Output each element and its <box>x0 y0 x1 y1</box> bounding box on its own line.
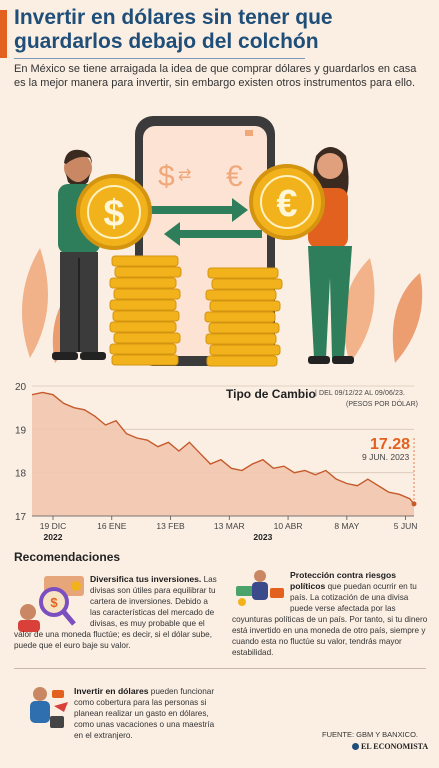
exchange-rate-chart: 20 19 18 17 19 DIC 16 ENE 13 FEB 13 MAR 10 ABR 8 … <box>15 382 418 542</box>
coin-stacks-icon <box>109 255 283 367</box>
recommendations-heading: Recomendaciones <box>14 550 121 564</box>
x-tick-label: 10 ABR <box>274 521 303 531</box>
dollar-coin-icon: $ <box>76 174 152 250</box>
series-area <box>32 392 414 516</box>
exchange-arrows-icon <box>150 198 262 246</box>
last-value-label: 17.28 <box>370 436 411 453</box>
hero-illustration: $ ⇄ € <box>22 116 423 367</box>
traveler-icon <box>30 687 68 728</box>
y-tick-label: 20 <box>15 382 27 393</box>
politics-people-icon <box>236 570 284 606</box>
title-underline <box>14 58 305 59</box>
brand-name: EL ECONOMISTA <box>361 742 429 751</box>
svg-text:€: € <box>226 160 243 193</box>
rec1-float <box>14 574 90 624</box>
last-point <box>411 501 417 507</box>
svg-text:$: $ <box>103 193 124 235</box>
magnifier-coins-icon: $ <box>18 576 84 632</box>
intro-paragraph: En México se tiene arraigada la idea de … <box>14 63 417 89</box>
rec2-lead: Protección contra riesgos políticos <box>290 570 397 591</box>
rec2-float <box>232 570 290 610</box>
brand-dot-icon <box>352 743 359 750</box>
x-tick-label: 13 MAR <box>214 521 245 531</box>
page-title: Invertir en dólares sin tener que guarda… <box>14 6 333 53</box>
x-tick-label: 13 FEB <box>156 521 185 531</box>
woman-figure-icon <box>308 147 354 364</box>
recommendation-2-text: Protección contra riesgos políticos que … <box>232 570 428 658</box>
rec2-body: que puedan ocurrir en tu país. La cotiza… <box>232 582 428 657</box>
title-accent-bar <box>0 10 7 58</box>
chart-date-range: | DEL 09/12/22 AL 09/06/23. <box>315 390 406 397</box>
svg-text:€: € <box>276 183 297 225</box>
svg-text:$: $ <box>50 595 58 610</box>
chart-unit: (PESOS POR DÓLAR) <box>346 401 418 408</box>
last-date-label: 9 JUN. 2023 <box>362 452 410 462</box>
x-tick-label: 16 ENE <box>97 521 127 531</box>
x-tick-label: 19 DIC <box>40 521 66 531</box>
rec3-body: pueden funcionar como cobertura para las… <box>74 687 215 740</box>
y-tick-label: 18 <box>15 469 27 480</box>
recommendation-3-text: Invertir en dólares pueden funcionar com… <box>14 686 224 741</box>
y-tick-label: 19 <box>15 425 27 436</box>
rec3-lead: Invertir en dólares <box>74 686 149 696</box>
recommendation-1-text: Diversifica tus inversiones. Las divisas… <box>14 574 220 651</box>
year-label: 2022 <box>44 532 63 542</box>
rec3-float <box>14 686 74 738</box>
series-line <box>31 391 415 505</box>
rec1-body: Las divisas son útiles para equilibrar t… <box>14 575 217 650</box>
svg-text:$: $ <box>158 160 175 193</box>
chart-title: Tipo de Cambio <box>226 387 316 401</box>
year-label: 2023 <box>253 532 272 542</box>
svg-text:⇄: ⇄ <box>178 167 191 184</box>
brand-logo: EL ECONOMISTA <box>352 742 428 751</box>
x-tick-label: 8 MAY <box>334 521 359 531</box>
x-tick-label: 5 JUN <box>394 521 418 531</box>
euro-coin-icon: € <box>249 164 325 240</box>
section-divider <box>14 668 426 669</box>
rec1-lead: Diversifica tus inversiones. <box>90 574 202 584</box>
y-tick-label: 17 <box>15 512 27 523</box>
source-note: FUENTE: GBM Y BANXICO. <box>322 730 418 739</box>
